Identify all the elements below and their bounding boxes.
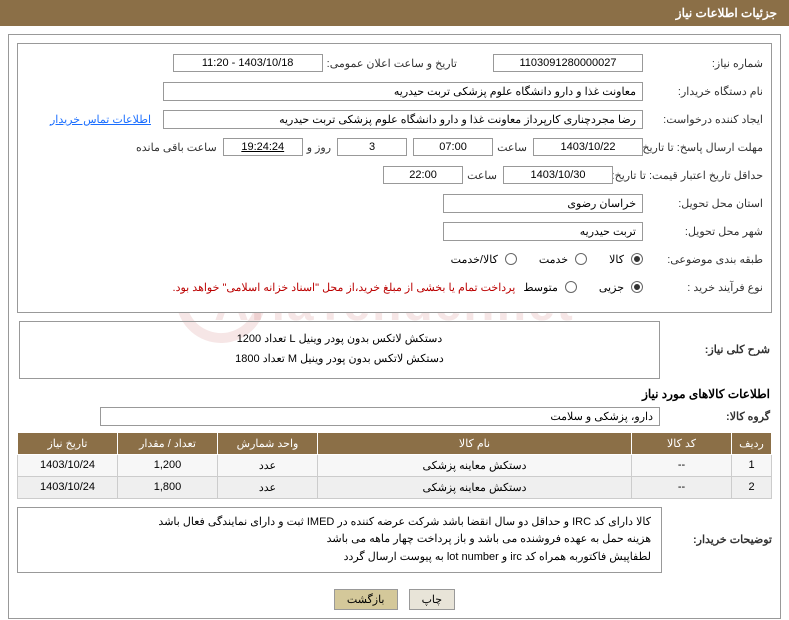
radio-partial-label: جزیی: [599, 281, 624, 294]
days-field: 3: [337, 138, 407, 156]
radio-goods[interactable]: [631, 253, 643, 265]
table-row: 2 -- دستکش معاینه پزشکی عدد 1,800 1403/1…: [18, 476, 772, 498]
radio-medium[interactable]: [565, 281, 577, 293]
buyer-notes-label: توضیحات خریدار:: [662, 533, 772, 546]
radio-service[interactable]: [575, 253, 587, 265]
remaining-label: ساعت باقی مانده: [132, 141, 217, 154]
cell-code: --: [632, 476, 732, 498]
goods-info-title: اطلاعات کالاهای مورد نیاز: [19, 387, 770, 401]
cell-date: 1403/10/24: [18, 476, 118, 498]
city-field: تربت حیدریه: [443, 222, 643, 241]
print-button[interactable]: چاپ: [409, 589, 456, 610]
desc-line-2: دستکش لاتکس بدون پودر وینیل M تعداد 1800: [32, 350, 647, 370]
payment-note: پرداخت تمام یا بخشی از مبلغ خرید،از محل …: [173, 281, 516, 294]
goods-table: ردیف کد کالا نام کالا واحد شمارش تعداد /…: [17, 432, 772, 499]
goods-group-field: دارو، پزشکی و سلامت: [100, 407, 660, 426]
cell-unit: عدد: [218, 454, 318, 476]
th-code: کد کالا: [632, 432, 732, 454]
need-no-field: 1103091280000027: [493, 54, 643, 72]
category-label: طبقه بندی موضوعی:: [643, 253, 763, 266]
cell-date: 1403/10/24: [18, 454, 118, 476]
cell-qty: 1,200: [118, 454, 218, 476]
cell-qty: 1,800: [118, 476, 218, 498]
price-validity-label: حداقل تاریخ اعتبار قیمت: تا تاریخ:: [613, 169, 763, 182]
hour-label-1: ساعت: [493, 141, 527, 154]
radio-goods-label: کالا: [609, 253, 624, 266]
notes-line-1: کالا دارای کد IRC و حداقل دو سال انقضا ب…: [28, 514, 651, 532]
reply-date-field: 1403/10/22: [533, 138, 643, 156]
hour-label-2: ساعت: [463, 169, 497, 182]
radio-both[interactable]: [505, 253, 517, 265]
page-header: جزئیات اطلاعات نیاز: [0, 0, 789, 26]
notes-line-3: لطفاپیش فاکتوربه همراه کد irc و lot numb…: [28, 549, 651, 567]
cell-code: --: [632, 454, 732, 476]
th-row: ردیف: [732, 432, 772, 454]
need-desc-box: دستکش لاتکس بدون پودر وینیل L تعداد 1200…: [19, 321, 660, 379]
desc-line-1: دستکش لاتکس بدون پودر وینیل L تعداد 1200: [32, 330, 647, 350]
buyer-notes-box: کالا دارای کد IRC و حداقل دو سال انقضا ب…: [17, 507, 662, 574]
price-date-field: 1403/10/30: [503, 166, 613, 184]
back-button[interactable]: بازگشت: [334, 589, 398, 610]
requester-field: رضا مجردچناری کارپرداز معاونت غذا و دارو…: [163, 110, 643, 129]
province-label: استان محل تحویل:: [643, 197, 763, 210]
buyer-org-field: معاونت غذا و دارو دانشگاه علوم پزشکی ترب…: [163, 82, 643, 101]
category-radios: کالا خدمت کالا/خدمت: [451, 253, 643, 266]
days-and-label: روز و: [303, 141, 331, 154]
buyer-org-label: نام دستگاه خریدار:: [643, 85, 763, 98]
cell-row: 1: [732, 454, 772, 476]
radio-medium-label: متوسط: [523, 281, 558, 294]
th-date: تاریخ نیاز: [18, 432, 118, 454]
countdown-field: 19:24:24: [223, 138, 303, 156]
radio-partial[interactable]: [631, 281, 643, 293]
cell-name: دستکش معاینه پزشکی: [318, 476, 632, 498]
cell-unit: عدد: [218, 476, 318, 498]
cell-row: 2: [732, 476, 772, 498]
reply-deadline-label: مهلت ارسال پاسخ: تا تاریخ:: [643, 141, 763, 154]
province-field: خراسان رضوی: [443, 194, 643, 213]
need-desc-label: شرح کلی نیاز:: [660, 343, 770, 356]
requester-label: ایجاد کننده درخواست:: [643, 113, 763, 126]
announce-label: تاریخ و ساعت اعلان عمومی:: [323, 57, 457, 70]
notes-line-2: هزینه حمل به عهده فروشنده می باشد و باز …: [28, 531, 651, 549]
th-name: نام کالا: [318, 432, 632, 454]
radio-both-label: کالا/خدمت: [451, 253, 498, 266]
price-time-field: 22:00: [383, 166, 463, 184]
need-no-label: شماره نیاز:: [643, 57, 763, 70]
outer-border: شماره نیاز: 1103091280000027 تاریخ و ساع…: [8, 34, 781, 619]
process-type-label: نوع فرآیند خرید :: [643, 281, 763, 294]
announce-field: 1403/10/18 - 11:20: [173, 54, 323, 72]
goods-group-label: گروه کالا:: [660, 410, 770, 423]
reply-time-field: 07:00: [413, 138, 493, 156]
th-qty: تعداد / مقدار: [118, 432, 218, 454]
process-radios: جزیی متوسط: [523, 281, 643, 294]
contact-link[interactable]: اطلاعات تماس خریدار: [50, 113, 151, 126]
th-unit: واحد شمارش: [218, 432, 318, 454]
main-panel: شماره نیاز: 1103091280000027 تاریخ و ساع…: [17, 43, 772, 313]
cell-name: دستکش معاینه پزشکی: [318, 454, 632, 476]
radio-service-label: خدمت: [539, 253, 568, 266]
city-label: شهر محل تحویل:: [643, 225, 763, 238]
table-row: 1 -- دستکش معاینه پزشکی عدد 1,200 1403/1…: [18, 454, 772, 476]
